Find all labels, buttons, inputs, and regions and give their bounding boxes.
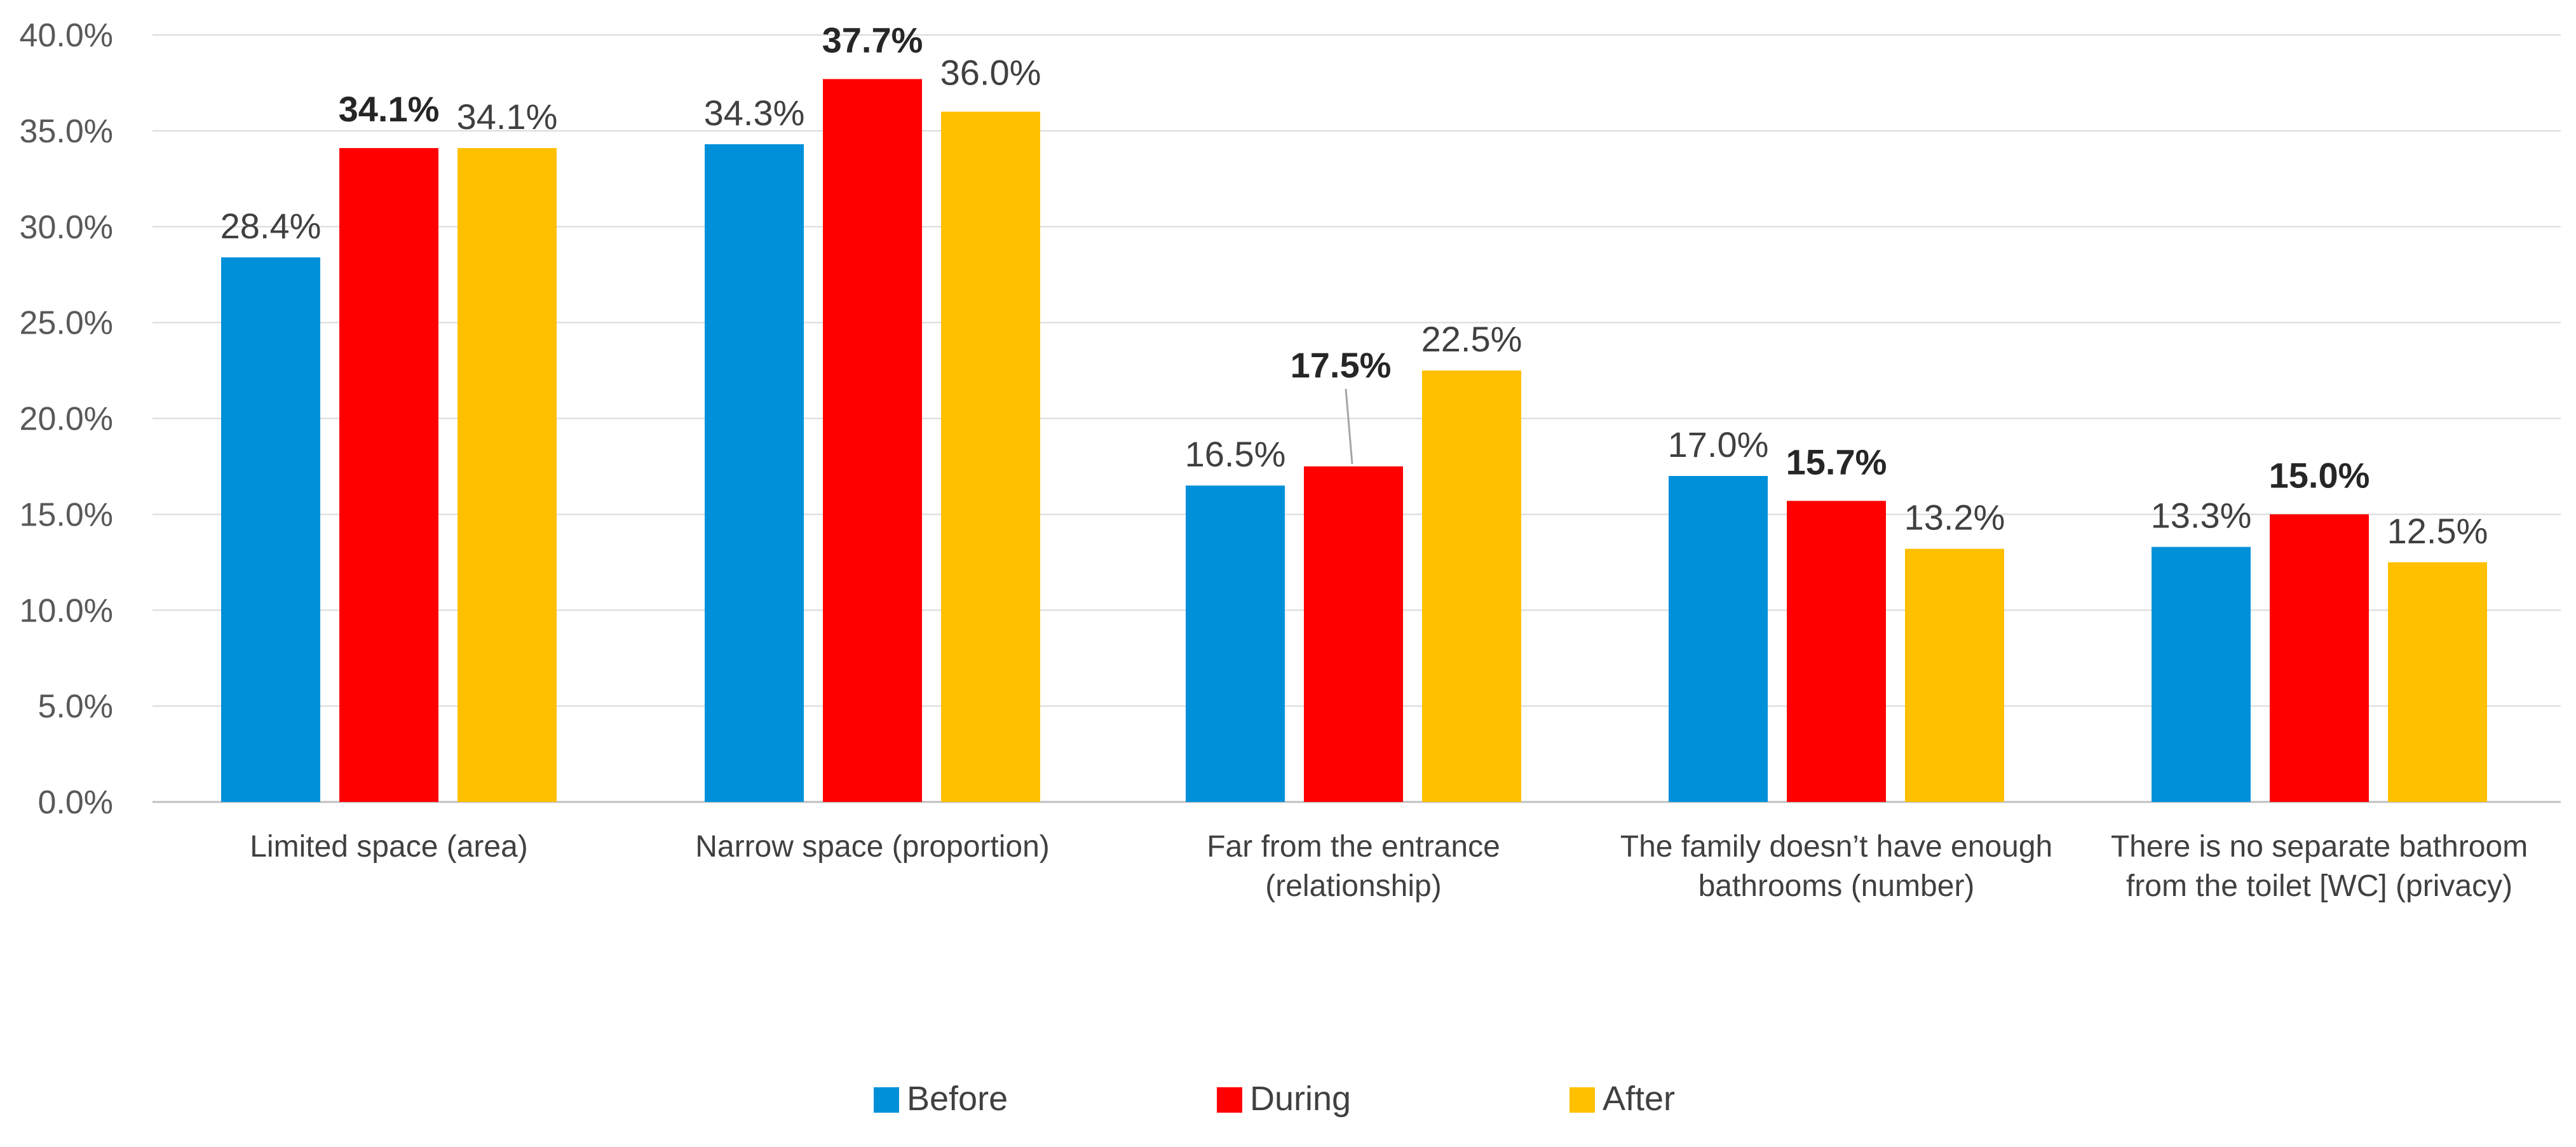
category-label: The family doesn’t have enough bathrooms … [1620, 830, 2052, 903]
bar-after [1905, 548, 2004, 802]
legend: Before During After [874, 1080, 1675, 1118]
bar-during [1787, 501, 1886, 802]
data-label: 34.3% [704, 93, 805, 133]
category-label: Limited space (area) [250, 830, 528, 864]
data-label: 15.7% [1786, 442, 1887, 482]
category-label: There is no separate bathroom from the to… [2111, 830, 2528, 903]
bar-during [339, 148, 438, 803]
y-tick-label: 40.0% [20, 17, 113, 54]
data-label: 13.3% [2151, 496, 2252, 536]
data-label: 22.5% [1421, 319, 1522, 359]
bar-during [2270, 514, 2369, 802]
legend-label-after: After [1603, 1080, 1675, 1118]
y-tick-label: 35.0% [20, 113, 113, 150]
legend-swatch-before [874, 1087, 899, 1113]
bars [221, 79, 2487, 803]
category-label: Far from the entrance (relationship) [1207, 830, 1500, 903]
y-tick-label: 25.0% [20, 305, 113, 342]
y-tick-label: 5.0% [37, 688, 113, 725]
data-label: 17.5% [1291, 345, 1392, 385]
data-label: 16.5% [1185, 434, 1286, 474]
y-tick-label: 10.0% [20, 592, 113, 629]
bar-during [1304, 466, 1403, 802]
bar-before [1186, 485, 1285, 802]
x-axis: Limited space (area) Narrow space (propor… [250, 830, 2528, 903]
y-tick-label: 15.0% [20, 496, 113, 533]
bar-before [705, 144, 804, 802]
bar-during [823, 79, 922, 803]
data-label: 37.7% [822, 20, 923, 60]
bar-before [221, 257, 320, 802]
data-label: 13.2% [1904, 498, 2005, 538]
data-label: 34.1% [339, 89, 440, 129]
label-leader-line [1345, 388, 1353, 465]
data-label: 15.0% [2269, 455, 2370, 495]
bar-after [1422, 370, 1521, 802]
data-label: 34.1% [457, 97, 558, 137]
y-tick-label: 30.0% [20, 209, 113, 246]
data-labels: 28.4% 34.3% 16.5% 17.0% 13.3% 34.1% 37.7% 17.5%… [220, 20, 2488, 550]
y-tick-label: 20.0% [20, 401, 113, 438]
bar-before [2152, 546, 2251, 802]
bar-before [1669, 476, 1768, 802]
legend-label-during: During [1250, 1080, 1351, 1118]
data-label: 12.5% [2387, 511, 2488, 551]
data-label: 28.4% [220, 206, 322, 246]
legend-label-before: Before [907, 1080, 1008, 1118]
bar-after [2388, 562, 2487, 802]
y-tick-label: 0.0% [37, 784, 113, 821]
y-axis: 0.0% 5.0% 10.0% 15.0% 20.0% 25.0% 30.0% 35.0% 40… [20, 17, 113, 821]
legend-swatch-after [1569, 1087, 1595, 1113]
bar-after [458, 148, 557, 803]
data-label: 36.0% [940, 53, 1041, 93]
legend-swatch-during [1217, 1087, 1242, 1113]
data-label: 17.0% [1668, 424, 1769, 465]
category-label: Narrow space (proportion) [695, 830, 1050, 864]
bar-after [941, 111, 1040, 803]
